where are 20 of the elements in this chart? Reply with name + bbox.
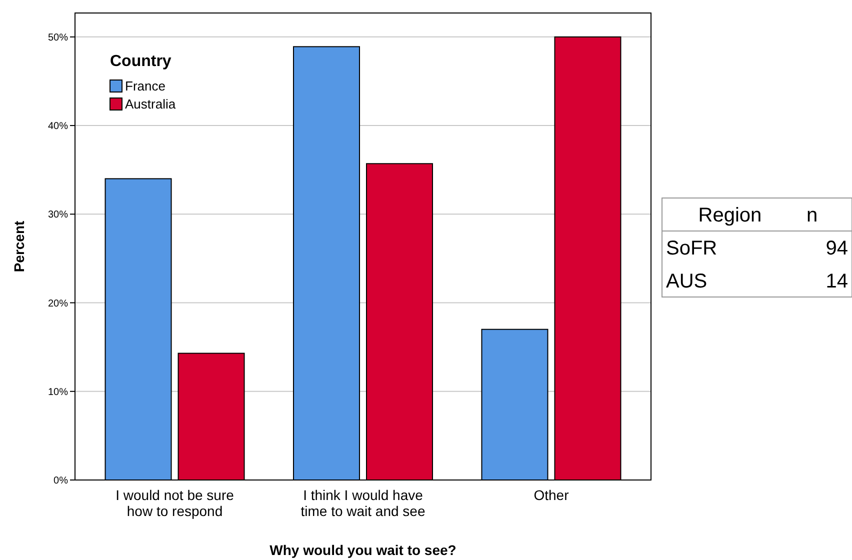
- x-tick-label: Other: [534, 487, 570, 503]
- x-tick-label: I think I would have time to wait and see: [300, 487, 426, 519]
- y-tick-label: 30%: [48, 210, 68, 221]
- y-tick-label: 40%: [48, 121, 68, 132]
- y-tick-label: 50%: [48, 32, 68, 44]
- text: Region: [698, 204, 762, 226]
- text: 94: [826, 238, 848, 260]
- x-tick-label: I would not be sure how to respond: [116, 487, 234, 519]
- text: n: [806, 204, 818, 226]
- text: 14: [826, 270, 848, 292]
- legend-title: Country: [110, 53, 172, 70]
- y-tick-label: 10%: [48, 386, 68, 398]
- text: SoFR: [666, 238, 718, 260]
- y-tick-label: 0%: [54, 476, 68, 486]
- x-axis-title: Why would you wait to see?: [270, 542, 456, 558]
- y-axis-title: Percent: [11, 220, 27, 272]
- legend-label: France: [125, 78, 166, 94]
- legend-label: Australia: [125, 96, 176, 112]
- y-tick-label: 20%: [48, 298, 68, 310]
- text: AUS: [666, 270, 708, 292]
